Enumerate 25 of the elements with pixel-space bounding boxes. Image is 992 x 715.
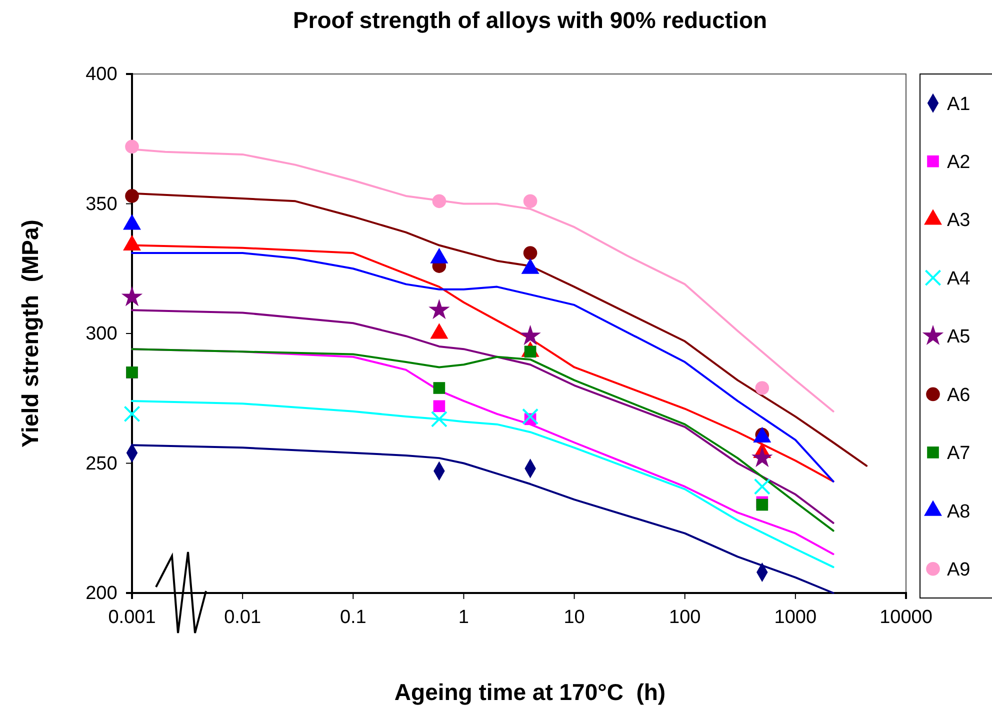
chart-title: Proof strength of alloys with 90% reduction <box>292 7 768 33</box>
legend-label: A3 <box>947 210 970 232</box>
legend-label: A6 <box>947 384 970 406</box>
y-tick-label: 300 <box>86 324 118 345</box>
x-tick-label: 0.1 <box>340 606 366 628</box>
legend-label: A7 <box>947 443 970 464</box>
x-tick-label: 0.01 <box>224 606 262 628</box>
legend-label: A1 <box>947 94 970 115</box>
y-axis-title: Yield strength (MPa) <box>17 220 43 448</box>
y-tick-label: 350 <box>86 194 118 215</box>
x-tick-label: 1 <box>458 606 470 628</box>
legend-label: A2 <box>947 152 970 173</box>
y-tick-label: 400 <box>86 64 118 86</box>
legend-label: A9 <box>947 560 970 581</box>
y-tick-label: 250 <box>86 453 118 474</box>
legend-label: A4 <box>947 268 971 290</box>
x-tick-label: 0.001 <box>108 606 156 628</box>
x-axis-title: Ageing time at 170°C (h) <box>394 679 666 705</box>
y-tick-label: 200 <box>86 583 118 604</box>
x-tick-label: 1000 <box>774 606 817 628</box>
x-tick-label: 10 <box>564 606 585 628</box>
x-tick-label: 10000 <box>880 606 932 628</box>
legend-label: A8 <box>947 501 970 522</box>
legend-label: A5 <box>947 326 970 348</box>
x-tick-label: 100 <box>669 606 701 628</box>
